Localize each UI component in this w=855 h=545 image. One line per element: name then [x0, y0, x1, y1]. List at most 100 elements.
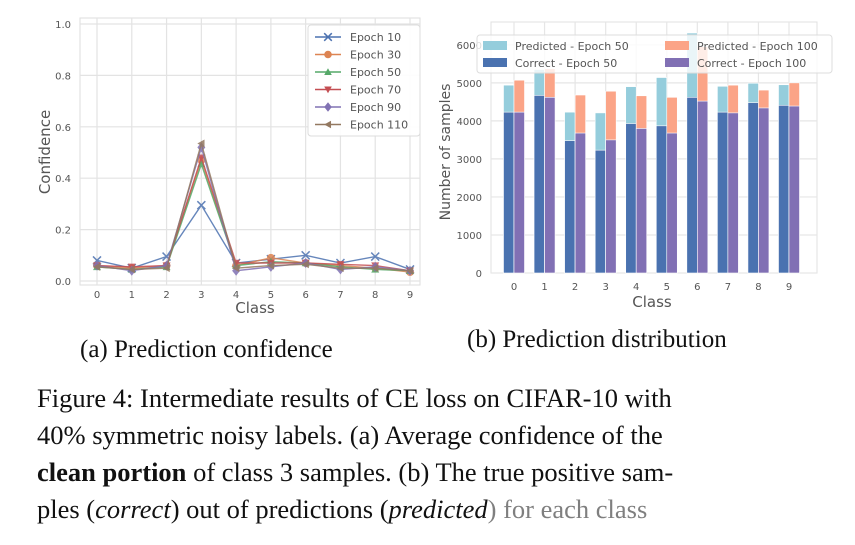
legend-item: Epoch 90: [315, 101, 401, 114]
caption-line-3-rest: of class 3 samples. (b) The true positiv…: [186, 457, 674, 487]
y-tick-label: 1.0: [55, 20, 71, 31]
series-line: [96, 155, 411, 272]
caption-bold-clean-portion: clean portion: [37, 457, 187, 487]
legend-item: Correct - Epoch 50: [483, 57, 617, 70]
caption-italic-correct: correct: [95, 494, 171, 524]
legend-label: Epoch 70: [350, 84, 401, 97]
bar-correct-epoch-50: [503, 111, 515, 274]
legend-item: Epoch 10: [315, 31, 401, 44]
data-point: [301, 250, 311, 260]
x-tick-label: 6: [302, 290, 308, 301]
x-tick-label: 2: [163, 290, 169, 301]
series-lines: [92, 139, 415, 277]
caption-italic-predicted: predicted: [388, 494, 488, 524]
legend-swatch: [483, 58, 507, 67]
bar-correct-epoch-50: [625, 123, 637, 274]
legend-item: Predicted - Epoch 100: [665, 40, 818, 53]
caption-line-4: ples (correct) out of predictions (predi…: [37, 491, 837, 528]
x-tick-label: 8: [755, 282, 761, 293]
x-tick-label: 5: [664, 282, 670, 293]
bar-correct-epoch-100: [513, 111, 525, 274]
subcaption-a: (a) Prediction confidence: [80, 336, 333, 363]
x-tick-label: 7: [725, 282, 731, 293]
data-point: [371, 264, 379, 273]
bar-correct-epoch-100: [727, 112, 739, 274]
x-tick-label: 5: [268, 290, 274, 301]
x-tick-label: 0: [94, 290, 100, 301]
y-axis-label: Number of samples: [438, 84, 454, 221]
y-tick-label: 0.4: [55, 174, 71, 185]
legend-box: [476, 34, 833, 74]
legend: Predicted - Epoch 50 Correct - Epoch 50 Pr…: [476, 34, 833, 74]
y-tick-label: 6000: [457, 41, 482, 52]
caption-text: ) out of predictions (: [170, 494, 389, 524]
y-tick-label: 4000: [457, 117, 482, 128]
bar-correct-epoch-50: [747, 102, 759, 274]
confidence-line-chart: 0.0 0.2 0.4 0.6 0.8 1.0 0 1 2 3 4 5 6 7 8 9 Class Conf…: [36, 17, 421, 317]
legend-item: Epoch 110: [315, 119, 408, 132]
bars: [503, 32, 800, 274]
legend-label: Epoch 30: [350, 49, 401, 62]
x-tick-label: 6: [694, 282, 700, 293]
x-tick-label: 3: [198, 290, 204, 301]
legend-label: Predicted - Epoch 50: [515, 40, 629, 53]
bar-correct-epoch-50: [717, 111, 729, 274]
data-point: [93, 262, 101, 271]
x-tick-label: 1: [541, 282, 547, 293]
bar-correct-epoch-100: [788, 105, 800, 274]
data-point: [336, 264, 344, 273]
x-tick-label: 9: [786, 282, 792, 293]
bar-correct-epoch-100: [605, 139, 617, 274]
y-tick-label: 0.6: [55, 123, 71, 134]
legend-marker: [323, 32, 333, 42]
x-axis-label: Class: [632, 293, 672, 311]
bar-correct-epoch-100: [666, 132, 678, 274]
legend-marker: [324, 68, 332, 76]
x-tick-label: 2: [572, 282, 578, 293]
x-tick-label: 7: [337, 290, 343, 301]
y-axis-label: Confidence: [36, 110, 54, 194]
data-point: [406, 266, 414, 275]
y-tick-label: 3000: [457, 155, 482, 166]
legend-label: Correct - Epoch 100: [697, 57, 806, 70]
legend-marker: [324, 102, 332, 112]
x-tick-label: 9: [407, 290, 413, 301]
legend-box: [307, 24, 421, 137]
x-tick-labels: 0 1 2 3 4 5 6 7 8 9: [94, 290, 413, 301]
y-tick-label: 0.2: [55, 226, 71, 237]
legend-label: Epoch 110: [350, 119, 408, 132]
data-point: [162, 264, 170, 273]
data-point: [370, 252, 380, 262]
legend-item: Epoch 30: [315, 49, 401, 62]
legend-item: Epoch 70: [315, 84, 401, 97]
prediction-bar-chart: 0 1000 2000 3000 4000 5000 6000 0 1 2 3 4 5 6 7 8 9 Cla…: [438, 21, 833, 311]
legend-marker: [324, 120, 332, 129]
legend-item: Predicted - Epoch 50: [483, 40, 629, 53]
legend-swatch: [483, 41, 507, 50]
y-tick-label: 0.8: [55, 71, 71, 82]
bar-correct-epoch-100: [697, 100, 709, 274]
legend-item: Correct - Epoch 100: [665, 57, 806, 70]
x-tick-labels: 0 1 2 3 4 5 6 7 8 9: [511, 282, 792, 293]
x-tick-label: 1: [129, 290, 135, 301]
legend: Epoch 10 Epoch 30 Epoch 50 Epoch 70 Epoch 90…: [307, 24, 421, 137]
y-tick-label: 0.0: [55, 277, 71, 288]
legend-swatch: [665, 58, 689, 67]
x-axis-label: Class: [235, 299, 275, 317]
series-line: [96, 140, 411, 272]
y-tick-label: 2000: [457, 193, 482, 204]
legend-label: Correct - Epoch 50: [515, 57, 617, 70]
x-tick-label: 8: [372, 290, 378, 301]
bar-correct-epoch-50: [594, 149, 606, 274]
bar-correct-epoch-100: [544, 97, 556, 274]
legend-item: Epoch 50: [315, 66, 401, 79]
bar-correct-epoch-100: [574, 132, 586, 274]
series-epoch-110: [93, 139, 414, 275]
bar-correct-epoch-50: [655, 125, 668, 274]
x-tick-label: 4: [233, 290, 239, 301]
legend-swatch: [665, 41, 689, 50]
y-tick-label: 1000: [457, 231, 482, 242]
bar-correct-epoch-100: [635, 128, 648, 274]
data-point: [197, 139, 205, 148]
bar-correct-epoch-50: [778, 104, 790, 274]
